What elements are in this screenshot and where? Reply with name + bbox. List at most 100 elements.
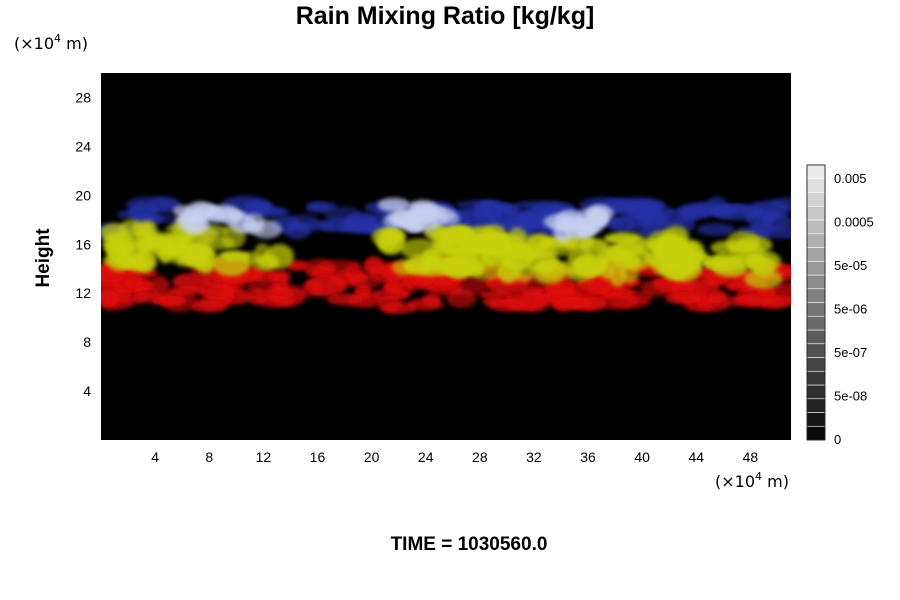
rain-blob-yellow <box>713 260 749 277</box>
colorbar-tick-label: 5e-06 <box>834 302 867 317</box>
rain-blob-red <box>664 292 701 305</box>
rain-blob-red <box>597 292 639 310</box>
rain-blob-red <box>172 273 211 291</box>
rain-blob-blue <box>243 200 274 213</box>
x-tick-label: 16 <box>310 449 326 465</box>
rain-blob-yellow <box>746 250 782 273</box>
colorbar-level <box>806 329 826 345</box>
rain-blob-blue <box>338 220 388 234</box>
colorbar-tick-label: 0 <box>834 432 841 447</box>
rain-blob-blue <box>680 203 721 219</box>
rain-blob-yellow <box>686 252 711 263</box>
rain-blob-red <box>326 293 363 306</box>
colorbar-level <box>806 205 826 221</box>
colorbar-level <box>806 384 826 400</box>
rain-blob-yellow <box>163 233 187 256</box>
colorbar-level <box>806 425 826 441</box>
rain-blob-red <box>556 296 593 309</box>
y-tick-label: 16 <box>75 236 91 252</box>
colorbar-tick-label: 0.0005 <box>834 215 874 230</box>
colorbar-level <box>806 192 826 207</box>
rain-blob-white <box>407 199 439 217</box>
rain-blob-blue <box>622 200 666 211</box>
rain-blob-red <box>708 289 727 304</box>
rain-blob-yellow <box>386 229 407 243</box>
x-tick-label: 12 <box>256 449 272 465</box>
rain-blob-yellow <box>253 243 271 263</box>
rain-blob-red <box>380 301 417 314</box>
x-tick-label: 48 <box>743 449 759 465</box>
rain-blob-yellow <box>537 261 558 273</box>
colorbar-tick-label: 5e-07 <box>834 345 867 360</box>
colorbar-level <box>806 164 826 180</box>
rain-blob-yellow <box>212 251 251 277</box>
rain-blob-yellow <box>181 231 212 246</box>
rain-blob-blue <box>710 203 762 221</box>
y-axis-ticks: 4 8 12 16 20 24 28 <box>75 89 91 399</box>
rain-blob-blue <box>148 196 182 213</box>
rain-blob-red <box>151 295 188 307</box>
rain-blob-yellow <box>135 227 156 252</box>
colorbar-level <box>806 274 826 290</box>
colorbar-tick-label: 5e-08 <box>834 389 867 404</box>
x-tick-label: 20 <box>364 449 380 465</box>
rain-blob-white <box>576 216 607 231</box>
x-axis-unit: (×104 m) <box>715 470 789 491</box>
rain-blob-red <box>446 288 477 308</box>
x-tick-label: 40 <box>634 449 650 465</box>
colorbar-level <box>806 315 826 331</box>
rain-blob-yellow <box>103 230 135 246</box>
time-footer: TIME = 1030560.0 <box>391 534 548 555</box>
rain-blob-blue <box>307 201 338 211</box>
x-tick-label: 8 <box>205 449 213 465</box>
rain-blob-red <box>286 260 309 271</box>
y-tick-label: 28 <box>75 89 91 105</box>
rain-blob-yellow <box>482 235 511 257</box>
rain-blob-white <box>588 204 609 219</box>
colorbar-tick-label: 5e-05 <box>834 258 867 273</box>
y-tick-label: 24 <box>75 138 91 154</box>
x-tick-label: 44 <box>689 449 705 465</box>
rain-blob-red <box>759 296 786 310</box>
rain-blob-white <box>441 212 460 226</box>
colorbar-level <box>806 219 826 235</box>
colorbar-level <box>806 357 826 372</box>
rain-blob-red <box>349 274 383 289</box>
rain-blob-blue <box>495 203 517 216</box>
y-axis-unit: (×104 m) <box>14 32 88 53</box>
rain-blob-blue <box>696 222 736 237</box>
rain-blob-red <box>372 288 410 301</box>
rain-blob-yellow <box>190 242 211 259</box>
x-tick-label: 24 <box>418 449 434 465</box>
colorbar-labels: 0 5e-08 5e-07 5e-06 5e-05 0.0005 0.005 <box>834 171 874 447</box>
y-axis-label: Height <box>33 228 54 288</box>
colorbar-level <box>806 370 826 386</box>
rain-blob-yellow <box>608 261 627 287</box>
rain-blob-red <box>258 295 295 308</box>
rain-blob-red <box>318 259 360 272</box>
y-tick-label: 8 <box>83 334 91 350</box>
rain-blob-blue <box>498 220 538 232</box>
colorbar-level <box>806 398 826 413</box>
rain-blob-red <box>586 278 612 295</box>
rain-blob-yellow <box>196 257 215 274</box>
rain-blob-yellow <box>726 231 761 254</box>
y-tick-label: 20 <box>75 187 91 203</box>
rain-blob-yellow <box>400 238 440 261</box>
rain-blob-blue <box>770 196 791 212</box>
x-tick-label: 28 <box>472 449 488 465</box>
rain-blob-white <box>186 214 205 234</box>
rain-blob-yellow <box>114 257 143 269</box>
colorbar <box>806 164 826 441</box>
rain-blob-red <box>488 299 525 312</box>
colorbar-level <box>806 233 826 248</box>
colorbar-level <box>806 302 826 317</box>
rain-blob-yellow <box>447 262 473 279</box>
rain-field <box>101 195 791 314</box>
rain-blob-yellow <box>596 247 635 262</box>
colorbar-tick-label: 0.005 <box>834 171 867 186</box>
x-tick-label: 4 <box>151 449 159 465</box>
colorbar-level <box>806 412 826 427</box>
rain-blob-yellow <box>649 256 682 270</box>
